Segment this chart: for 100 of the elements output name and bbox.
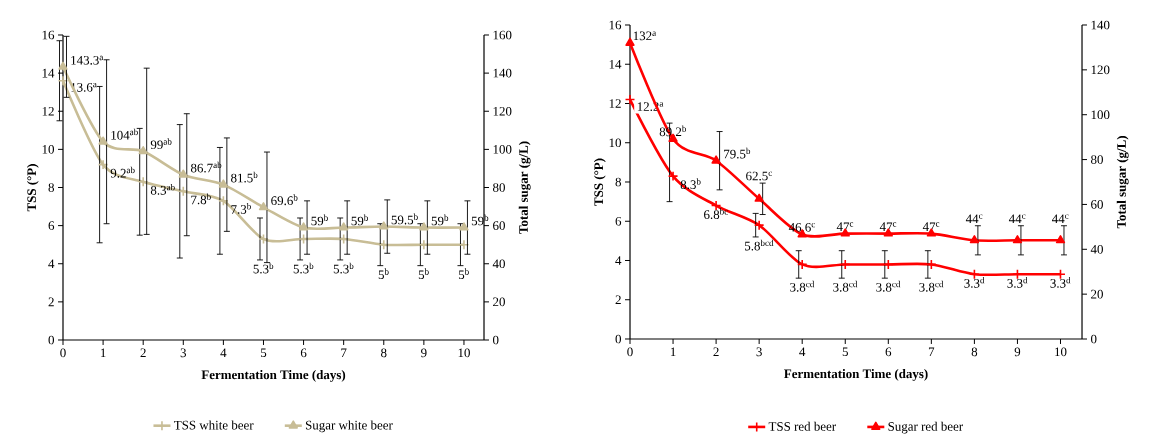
point <box>298 222 309 231</box>
data-label: 44$^{c}$ <box>1052 214 1069 224</box>
y-tick-label: 12 <box>42 106 54 116</box>
data-label: 143.3$^{a}$ <box>71 55 104 65</box>
y2-tick-label: 80 <box>493 183 505 192</box>
data-label: 3.3$^{d}$ <box>964 276 985 288</box>
y-tick-label: 8 <box>615 177 622 187</box>
data-label: 44$^{c}$ <box>1008 214 1026 224</box>
x-axis-title: Fermentation Time (days) <box>784 369 928 381</box>
y2-tick-label: 80 <box>1091 155 1103 164</box>
y2-tick-label: 60 <box>493 221 505 230</box>
x-tick-label: 2 <box>713 347 719 357</box>
data-label: 62.5$^{c}$ <box>746 171 772 181</box>
point <box>419 222 429 231</box>
x-tick-label: 3 <box>756 347 762 357</box>
data-label: 5$^{b}$ <box>418 268 429 280</box>
y2-tick-label: 0 <box>493 335 499 345</box>
data-label: 5.3$^{b}$ <box>293 262 314 274</box>
point <box>338 222 349 231</box>
y2-axis-title: Total sugar (g/L) <box>1116 136 1129 229</box>
y-tick-label: 14 <box>609 59 622 69</box>
y2-tick-label: 100 <box>1091 110 1110 120</box>
x-tick-label: 7 <box>928 347 935 356</box>
y-tick-label: 4 <box>615 256 622 265</box>
y2-tick-label: 120 <box>493 106 512 116</box>
data-label: 5.8$^{bcd}$ <box>745 239 774 251</box>
y-tick-label: 8 <box>48 183 55 192</box>
y-tick-label: 2 <box>48 297 54 307</box>
y-tick-label: 16 <box>609 20 622 30</box>
x-tick-label: 3 <box>180 348 187 358</box>
y2-tick-label: 100 <box>493 145 512 154</box>
y2-tick-label: 120 <box>1091 65 1110 75</box>
data-label: 79.5$^{b}$ <box>724 147 751 159</box>
x-tick-label: 8 <box>971 347 978 357</box>
y-tick-label: 6 <box>615 216 622 226</box>
y-tick-label: 4 <box>48 259 55 269</box>
data-label: 59$^{b}$ <box>431 214 449 226</box>
y2-tick-label: 160 <box>493 30 512 40</box>
x-axis-title: Fermentation Time (days) <box>201 370 346 382</box>
data-label: 3.3$^{d}$ <box>1050 276 1071 288</box>
point <box>667 170 679 182</box>
y-tick-label: 10 <box>609 138 622 148</box>
data-label: 6.8$^{bc}$ <box>704 208 728 220</box>
y-tick-label: 2 <box>615 295 621 305</box>
data-label: 81.5$^{b}$ <box>231 171 258 183</box>
y2-tick-label: 140 <box>1091 20 1110 30</box>
y2-tick-label: 20 <box>1091 289 1103 299</box>
data-label: 86.7$^{ab}$ <box>190 161 222 173</box>
data-label: 3.8$^{cd}$ <box>790 280 815 292</box>
y2-axis-title: Total sugar (g/L) <box>518 141 531 234</box>
y-tick-label: 14 <box>42 68 55 78</box>
x-tick-label: 9 <box>1014 347 1021 357</box>
data-label: 3.8$^{cd}$ <box>876 280 901 292</box>
y2-tick-label: 140 <box>493 68 512 78</box>
y-tick-label: 0 <box>48 335 55 345</box>
x-tick-label: 10 <box>1055 347 1067 357</box>
legend-label: TSS red beer <box>768 421 836 431</box>
point <box>459 222 469 231</box>
y2-tick-label: 40 <box>1090 244 1103 254</box>
point <box>711 155 721 164</box>
legend-label: Sugar white beer <box>305 420 393 433</box>
legend-label: Sugar red beer <box>888 421 964 434</box>
data-label: 59$^{b}$ <box>351 214 368 226</box>
y-tick-label: 10 <box>42 145 55 154</box>
x-tick-label: 0 <box>627 347 633 357</box>
x-tick-label: 1 <box>670 347 676 357</box>
point <box>258 202 269 211</box>
point <box>138 146 148 155</box>
y-axis-title: TSS (°P) <box>593 158 606 206</box>
data-label: 5.3$^{b}$ <box>253 262 274 274</box>
data-label: 44$^{c}$ <box>965 214 983 224</box>
data-label: 3.3$^{d}$ <box>1007 276 1028 288</box>
point <box>754 193 764 202</box>
data-label: 7.3$^{b}$ <box>231 203 251 214</box>
point <box>969 235 980 244</box>
point <box>379 221 389 230</box>
y2-tick-label: 20 <box>493 297 505 307</box>
point <box>178 169 188 178</box>
point <box>1055 235 1066 244</box>
x-tick-label: 4 <box>799 347 806 357</box>
y2-tick-label: 60 <box>1091 200 1103 209</box>
data-label: 5.3$^{b}$ <box>333 262 354 274</box>
point <box>57 75 69 87</box>
x-tick-label: 5 <box>260 348 267 358</box>
data-label: 59$^{b}$ <box>311 214 328 226</box>
x-tick-label: 1 <box>101 348 106 358</box>
point <box>58 61 68 70</box>
data-label: 7.8$^{b}$ <box>191 193 211 205</box>
y-tick-label: 12 <box>609 99 621 108</box>
point <box>625 37 635 46</box>
point <box>753 219 765 231</box>
data-label: 5$^{b}$ <box>378 268 389 280</box>
x-tick-label: 6 <box>300 348 307 358</box>
data-label: 5$^{b}$ <box>458 268 469 280</box>
x-tick-label: 9 <box>421 348 427 358</box>
y-tick-label: 16 <box>42 30 55 40</box>
point <box>1012 235 1023 244</box>
x-tick-label: 6 <box>885 347 892 357</box>
x-tick-label: 7 <box>341 348 347 357</box>
y-tick-label: 6 <box>48 221 55 230</box>
